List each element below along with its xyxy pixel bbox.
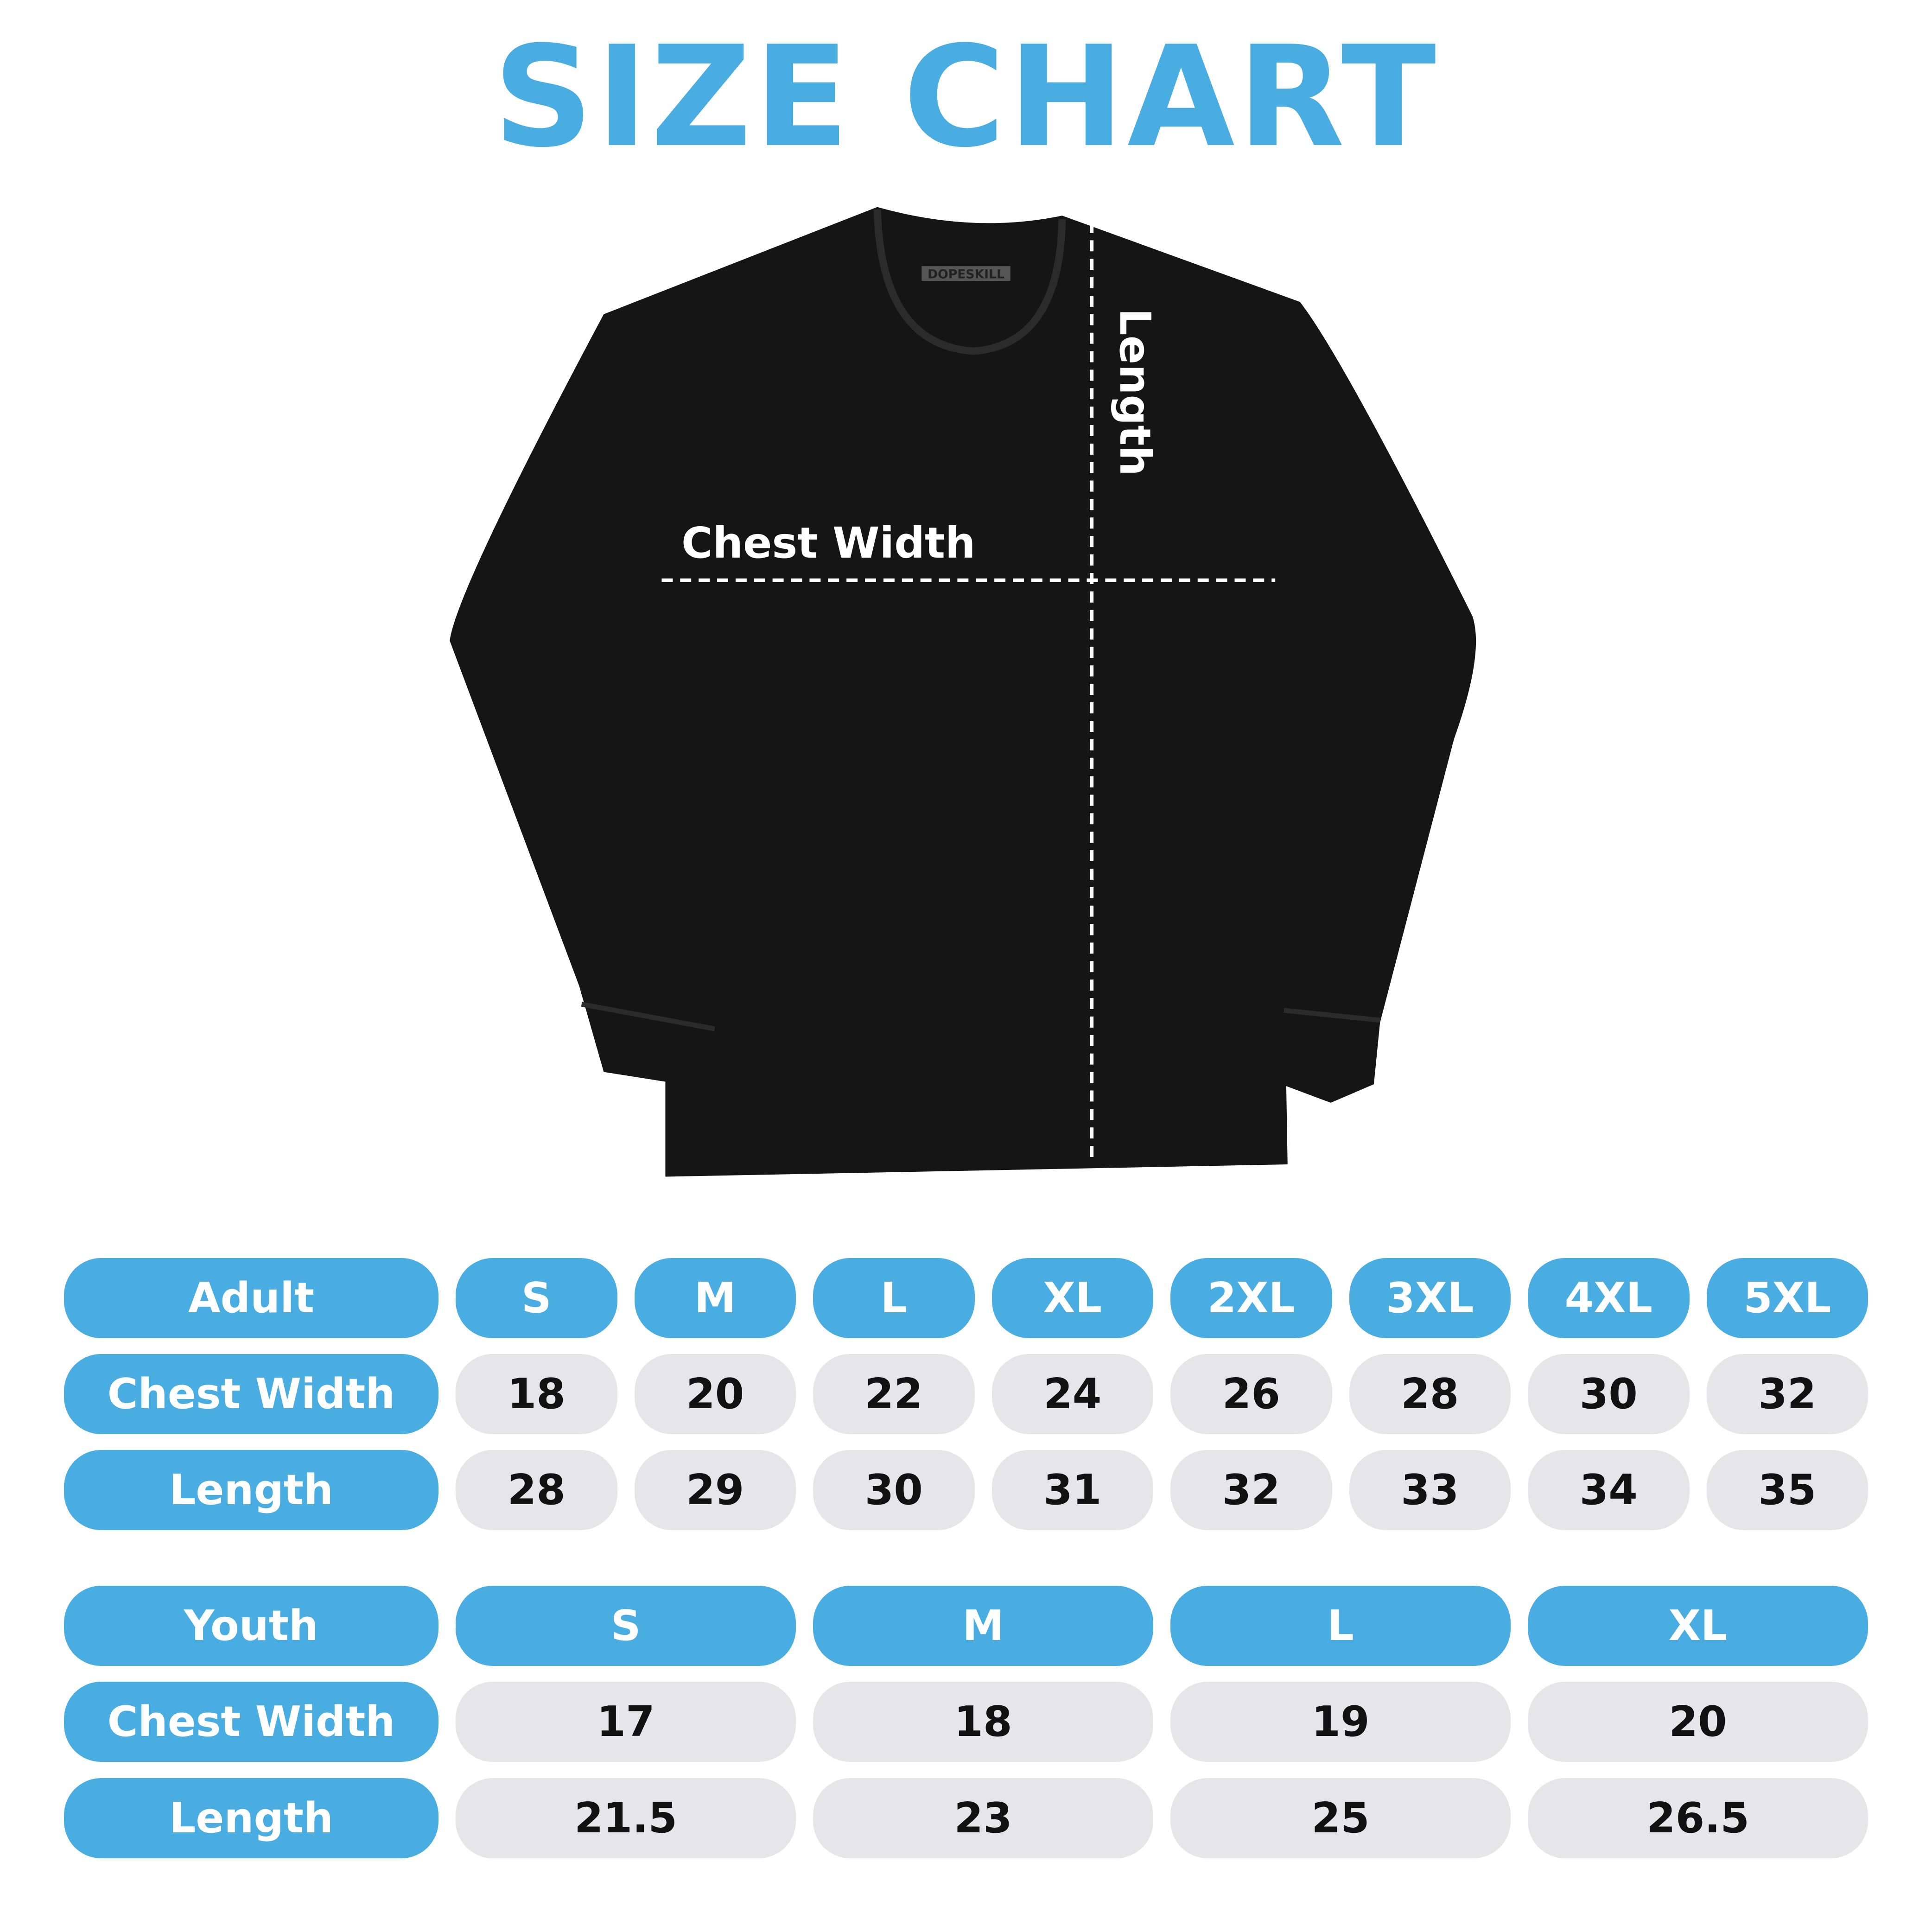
adult-header: Adult bbox=[64, 1258, 439, 1338]
page-title: SIZE CHART bbox=[493, 16, 1439, 178]
table-cell: 32 bbox=[1170, 1450, 1332, 1530]
table-cell: 23 bbox=[813, 1778, 1153, 1858]
table-cell: 30 bbox=[1528, 1354, 1690, 1434]
row-label: Chest Width bbox=[64, 1682, 439, 1762]
cuff-right bbox=[1284, 1008, 1380, 1023]
size-header: 2XL bbox=[1170, 1258, 1332, 1338]
table-cell: 30 bbox=[813, 1450, 975, 1530]
adult-length-row: Length 28 29 30 31 32 33 34 35 bbox=[64, 1450, 1868, 1530]
cuff-left bbox=[581, 1002, 715, 1031]
size-header: S bbox=[456, 1586, 796, 1666]
size-header: L bbox=[813, 1258, 975, 1338]
size-header: XL bbox=[1528, 1586, 1868, 1666]
youth-chest-row: Chest Width 17 18 19 20 bbox=[64, 1682, 1868, 1762]
shirt-body bbox=[450, 207, 1476, 1177]
size-header: 4XL bbox=[1528, 1258, 1690, 1338]
table-cell: 18 bbox=[813, 1682, 1153, 1762]
size-header: L bbox=[1170, 1586, 1511, 1666]
row-label: Chest Width bbox=[64, 1354, 439, 1434]
size-header: 3XL bbox=[1349, 1258, 1511, 1338]
brand-tag-text: DOPESKILL bbox=[928, 267, 1004, 282]
youth-header-row: Youth S M L XL bbox=[64, 1586, 1868, 1666]
size-header: S bbox=[456, 1258, 617, 1338]
table-cell: 26 bbox=[1170, 1354, 1332, 1434]
table-cell: 17 bbox=[456, 1682, 796, 1762]
table-cell: 34 bbox=[1528, 1450, 1690, 1530]
table-cell: 24 bbox=[991, 1354, 1153, 1434]
row-label: Length bbox=[64, 1778, 439, 1858]
table-cell: 26.5 bbox=[1528, 1778, 1868, 1858]
size-header: M bbox=[634, 1258, 796, 1338]
table-cell: 35 bbox=[1706, 1450, 1868, 1530]
table-cell: 18 bbox=[456, 1354, 617, 1434]
table-cell: 25 bbox=[1170, 1778, 1511, 1858]
adult-header-row: Adult S M L XL 2XL 3XL 4XL 5XL bbox=[64, 1258, 1868, 1338]
table-cell: 33 bbox=[1349, 1450, 1511, 1530]
size-header: M bbox=[813, 1586, 1153, 1666]
table-cell: 31 bbox=[991, 1450, 1153, 1530]
collar bbox=[873, 209, 1066, 355]
size-header: 5XL bbox=[1706, 1258, 1868, 1338]
table-cell: 20 bbox=[1528, 1682, 1868, 1762]
chest-width-label: Chest Width bbox=[681, 518, 976, 568]
table-cell: 22 bbox=[813, 1354, 975, 1434]
table-cell: 19 bbox=[1170, 1682, 1511, 1762]
youth-length-row: Length 21.5 23 25 26.5 bbox=[64, 1778, 1868, 1858]
row-label: Length bbox=[64, 1450, 439, 1530]
length-label: Length bbox=[1110, 308, 1160, 476]
table-cell: 29 bbox=[634, 1450, 796, 1530]
table-cell: 28 bbox=[456, 1450, 617, 1530]
table-cell: 20 bbox=[634, 1354, 796, 1434]
table-cell: 21.5 bbox=[456, 1778, 796, 1858]
size-header: XL bbox=[991, 1258, 1153, 1338]
youth-header: Youth bbox=[64, 1586, 439, 1666]
adult-chest-row: Chest Width 18 20 22 24 26 28 30 32 bbox=[64, 1354, 1868, 1434]
brand-tag bbox=[922, 266, 1010, 281]
table-cell: 28 bbox=[1349, 1354, 1511, 1434]
table-cell: 32 bbox=[1706, 1354, 1868, 1434]
